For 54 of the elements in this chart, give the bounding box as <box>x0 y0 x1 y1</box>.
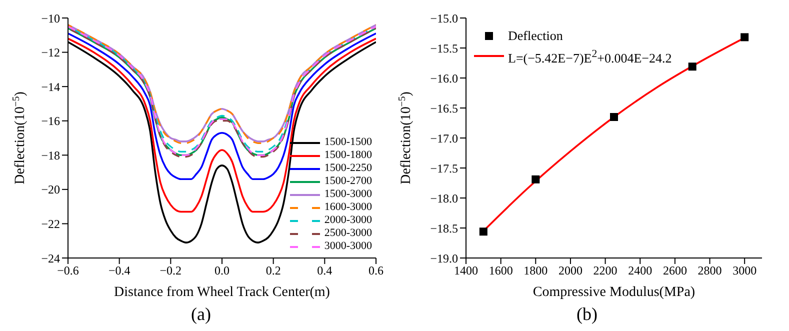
point <box>532 175 540 184</box>
y-tick-label: −18.0 <box>430 191 458 206</box>
legend-label: L=(−5.42E−7)E$^{2}$+0.004E−24.2 <box>508 47 672 68</box>
text: (b) <box>576 304 598 324</box>
legend-label: Deflection <box>508 27 563 45</box>
y-tick-label: −10 <box>41 11 60 26</box>
y-tick-label: −16 <box>41 114 60 128</box>
y-tick-label: −18.5 <box>430 221 458 236</box>
y-tick-label: −20 <box>41 182 60 197</box>
y-tick-label: −16.0 <box>430 71 458 86</box>
legend-label: 2500-3000 <box>324 227 372 240</box>
x-tick-label: 0.2 <box>266 264 281 278</box>
y-tick-label: −24 <box>41 251 60 266</box>
y-tick-label: −19.0 <box>430 251 458 266</box>
x-tick-label: −0.6 <box>57 264 79 278</box>
line-series <box>68 38 376 213</box>
y-tick-label: −12 <box>41 46 60 60</box>
y-tick-label: −14 <box>41 80 60 94</box>
x-tick-label: −0.4 <box>108 264 130 278</box>
legend-label: 1500-3000 <box>324 188 372 201</box>
x-tick-label: 0.6 <box>368 264 384 278</box>
x-tick-label: 2000 <box>558 264 582 278</box>
x-tick-label: 2800 <box>698 264 722 278</box>
x-tick-label: 2600 <box>662 264 687 278</box>
x-tick-label: 0.4 <box>317 264 332 278</box>
y-tick-label: −18 <box>41 148 60 162</box>
x-tick-label: 3000 <box>732 264 757 278</box>
point <box>740 33 749 42</box>
y-tick-label: −17.5 <box>430 161 458 176</box>
y-tick-label: −15.0 <box>430 11 458 26</box>
x-tick-label: 2200 <box>593 264 618 278</box>
legend-label: 1500-2250 <box>324 162 372 175</box>
x-tick-label: 1800 <box>524 264 548 278</box>
x-axis-title: Distance from Wheel Track Center(m) <box>114 285 330 300</box>
y-tick-label: −16.5 <box>430 101 458 116</box>
legend-label: 1500-2700 <box>324 175 372 188</box>
legend-label: 1500-1800 <box>324 149 372 162</box>
x-tick-label: 0.0 <box>214 264 230 278</box>
point <box>479 228 488 236</box>
x-tick-label: 2400 <box>628 264 652 278</box>
y-tick-label: −15.5 <box>430 41 458 56</box>
x-tick-label: −0.2 <box>160 264 182 278</box>
text: (a) <box>190 304 212 324</box>
x-tick-label: 1600 <box>488 264 513 278</box>
legend-label: 3000-3000 <box>324 240 372 253</box>
x-tick-label: 1400 <box>454 264 478 278</box>
point <box>688 62 696 71</box>
point <box>610 113 618 121</box>
legend-label: 1600-3000 <box>324 201 372 214</box>
x-axis-title: Compressive Modulus(MPa) <box>532 285 696 300</box>
legend-label: 2000-3000 <box>324 214 372 227</box>
legend-label: 1500-1500 <box>324 136 372 149</box>
y-tick-label: −17.0 <box>430 131 458 146</box>
y-tick-label: −22 <box>41 216 60 231</box>
